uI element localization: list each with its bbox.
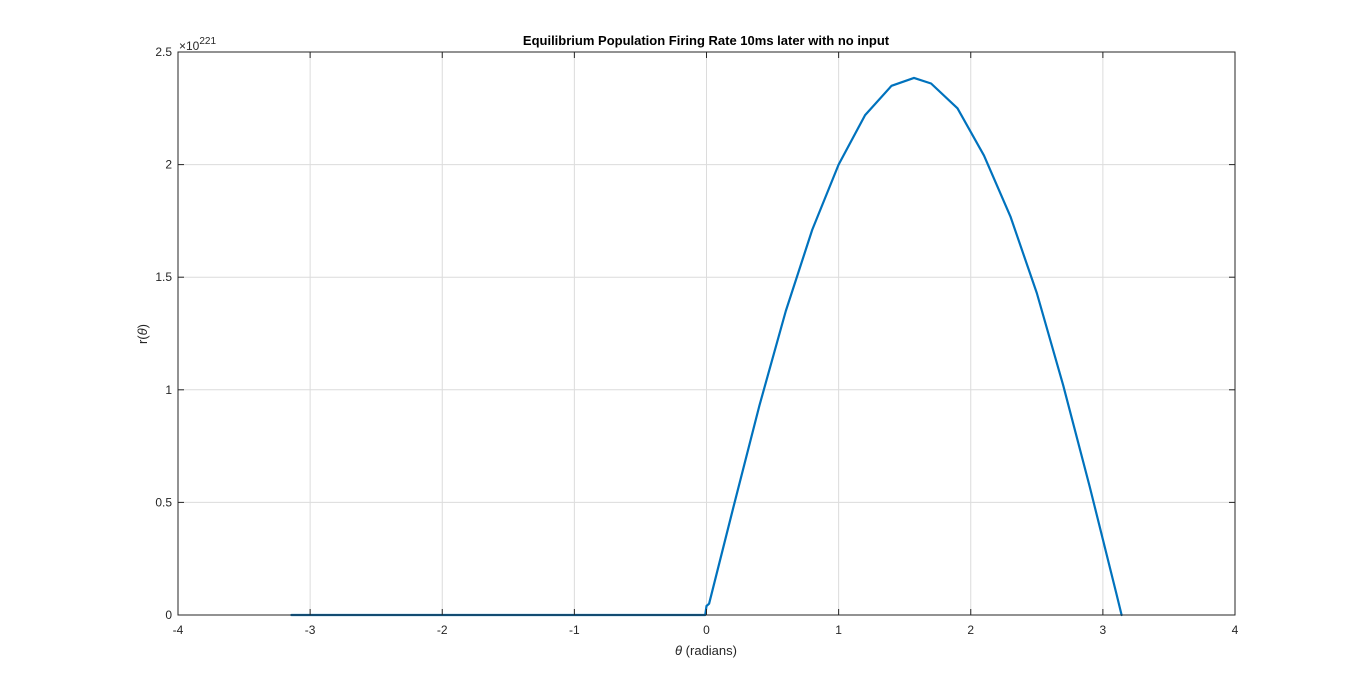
y-tick-label: 2.5 (155, 45, 172, 59)
x-tick-label: 2 (967, 623, 974, 637)
x-tick-labels: -4 -3 -2 -1 0 1 2 3 4 (173, 623, 1239, 637)
y-axis-label-suffix: ) (135, 324, 150, 328)
x-tick-label: 1 (835, 623, 842, 637)
x-axis-label: θ (radians) (675, 643, 737, 658)
x-tick-label: 4 (1232, 623, 1239, 637)
y-tick-label: 0.5 (155, 495, 172, 509)
x-axis-label-symbol: θ (675, 643, 682, 658)
x-tick-label: -2 (437, 623, 448, 637)
grid-lines (178, 52, 1235, 615)
y-axis-label: r(θ) (135, 324, 150, 344)
x-tick-label: -3 (305, 623, 316, 637)
y-tick-label: 2 (165, 158, 172, 172)
y-exponent-base: ×10 (179, 39, 200, 53)
y-tick-label: 1 (165, 383, 172, 397)
tick-marks (177, 51, 1236, 616)
y-tick-label: 1.5 (155, 270, 172, 284)
x-tick-label: -1 (569, 623, 580, 637)
x-axis-label-text: (radians) (682, 643, 737, 658)
chart-title: Equilibrium Population Firing Rate 10ms … (523, 33, 890, 48)
y-tick-label: 0 (165, 608, 172, 622)
y-exponent-label: ×10221 (179, 36, 216, 53)
y-axis-label-symbol: θ (135, 328, 150, 335)
y-axis-label-prefix: r( (135, 335, 150, 344)
x-tick-label: -4 (173, 623, 184, 637)
y-exponent-power: 221 (199, 36, 216, 47)
y-tick-labels: 0 0.5 1 1.5 2 2.5 (155, 45, 172, 622)
x-tick-label: 3 (1100, 623, 1107, 637)
x-tick-label: 0 (703, 623, 710, 637)
